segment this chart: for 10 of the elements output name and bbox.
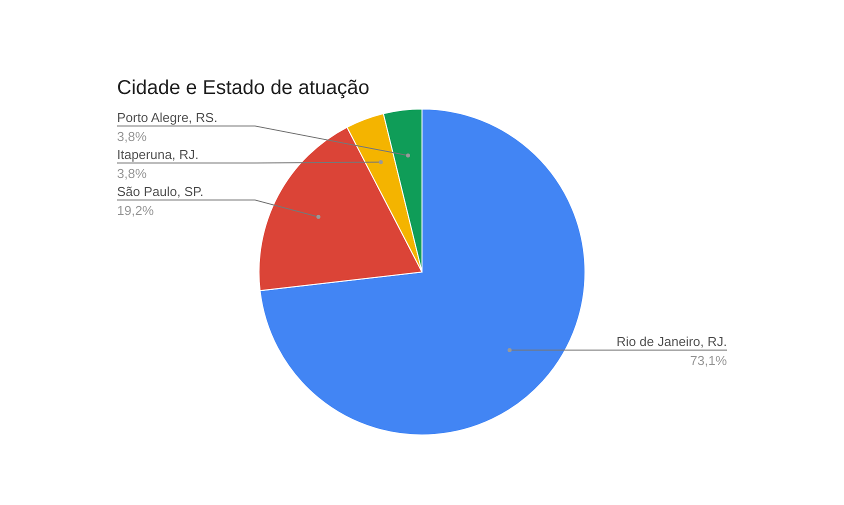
data-label: 3,8% (117, 166, 148, 181)
pie-slice (260, 108, 586, 436)
data-label: 19,2% (117, 203, 154, 218)
data-label: 3,8% (117, 129, 148, 144)
slice-label: Porto Alegre, RS. (117, 110, 218, 125)
slice-label: São Paulo, SP. (117, 184, 204, 199)
slice-label: Rio de Janeiro, RJ. (616, 334, 727, 350)
chart-title: Cidade e Estado de atuação (117, 77, 370, 99)
slice-label: Itaperuna, RJ. (117, 147, 199, 162)
data-label: 73,1% (690, 353, 728, 368)
